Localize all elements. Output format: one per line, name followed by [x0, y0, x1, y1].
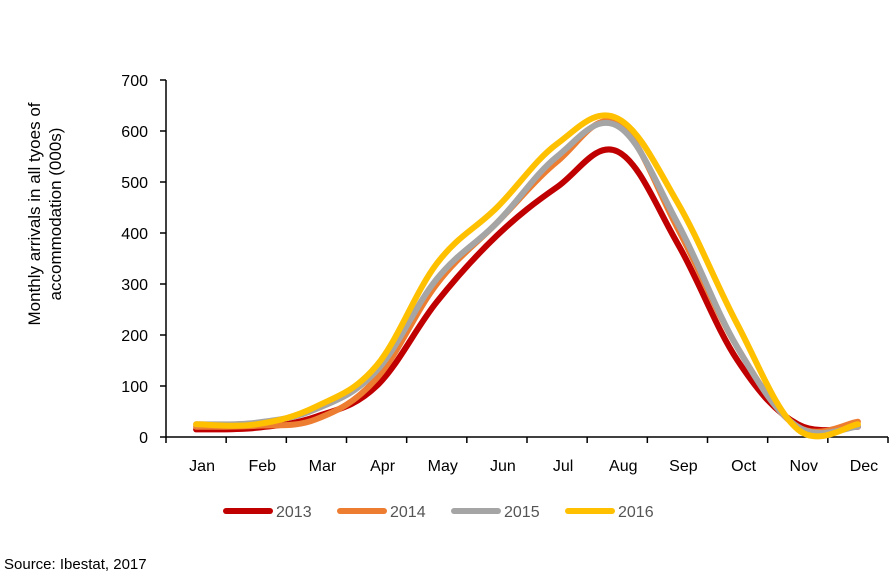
y-axis-title: Monthly arrivals in all tyoes of accommod… [25, 102, 65, 325]
axes [160, 79, 889, 443]
legend: 2013 2014 2015 2016 [223, 504, 654, 521]
x-tick-label: Jan [189, 458, 215, 475]
series-lines [193, 112, 861, 440]
x-tick-label: Apr [370, 458, 396, 475]
x-tick-labels: Jan Feb Mar Apr May Jun Jul Aug Sep Oct Nov Dec [189, 458, 878, 475]
series-line-2016 [193, 112, 861, 440]
x-tick-label: Nov [790, 458, 818, 475]
legend-label-2013: 2013 [276, 504, 312, 521]
y-tick-label: 400 [121, 226, 148, 243]
x-tick-label: Dec [850, 458, 878, 475]
legend-label-2015: 2015 [504, 504, 540, 521]
line-chart: Monthly arrivals in all tyoes of accommod… [25, 73, 889, 521]
y-tick-label: 500 [121, 175, 148, 192]
x-tick-label: Oct [731, 458, 756, 475]
x-tick-label: Aug [609, 458, 637, 475]
y-tick-label: 200 [121, 328, 148, 345]
legend-label-2014: 2014 [390, 504, 426, 521]
y-tick-label: 0 [139, 430, 148, 447]
x-tick-label: Jul [553, 458, 573, 475]
x-tick-label: Jun [490, 458, 516, 475]
y-axis-title-line: Monthly arrivals in all tyoes of [25, 102, 44, 325]
legend-label-2016: 2016 [618, 504, 654, 521]
x-tick-label: Mar [309, 458, 337, 475]
y-tick-label: 600 [121, 124, 148, 141]
x-tick-label: Feb [248, 458, 276, 475]
y-tick-labels: 0 100 200 300 400 500 600 700 [121, 73, 148, 447]
y-tick-label: 700 [121, 73, 148, 90]
y-tick-label: 300 [121, 277, 148, 294]
x-tick-label: Sep [669, 458, 698, 475]
y-tick-label: 100 [121, 379, 148, 396]
x-tick-label: May [428, 458, 458, 475]
source-note: Source: Ibestat, 2017 [4, 556, 147, 573]
y-axis-title-line: accommodation (000s) [46, 128, 65, 301]
